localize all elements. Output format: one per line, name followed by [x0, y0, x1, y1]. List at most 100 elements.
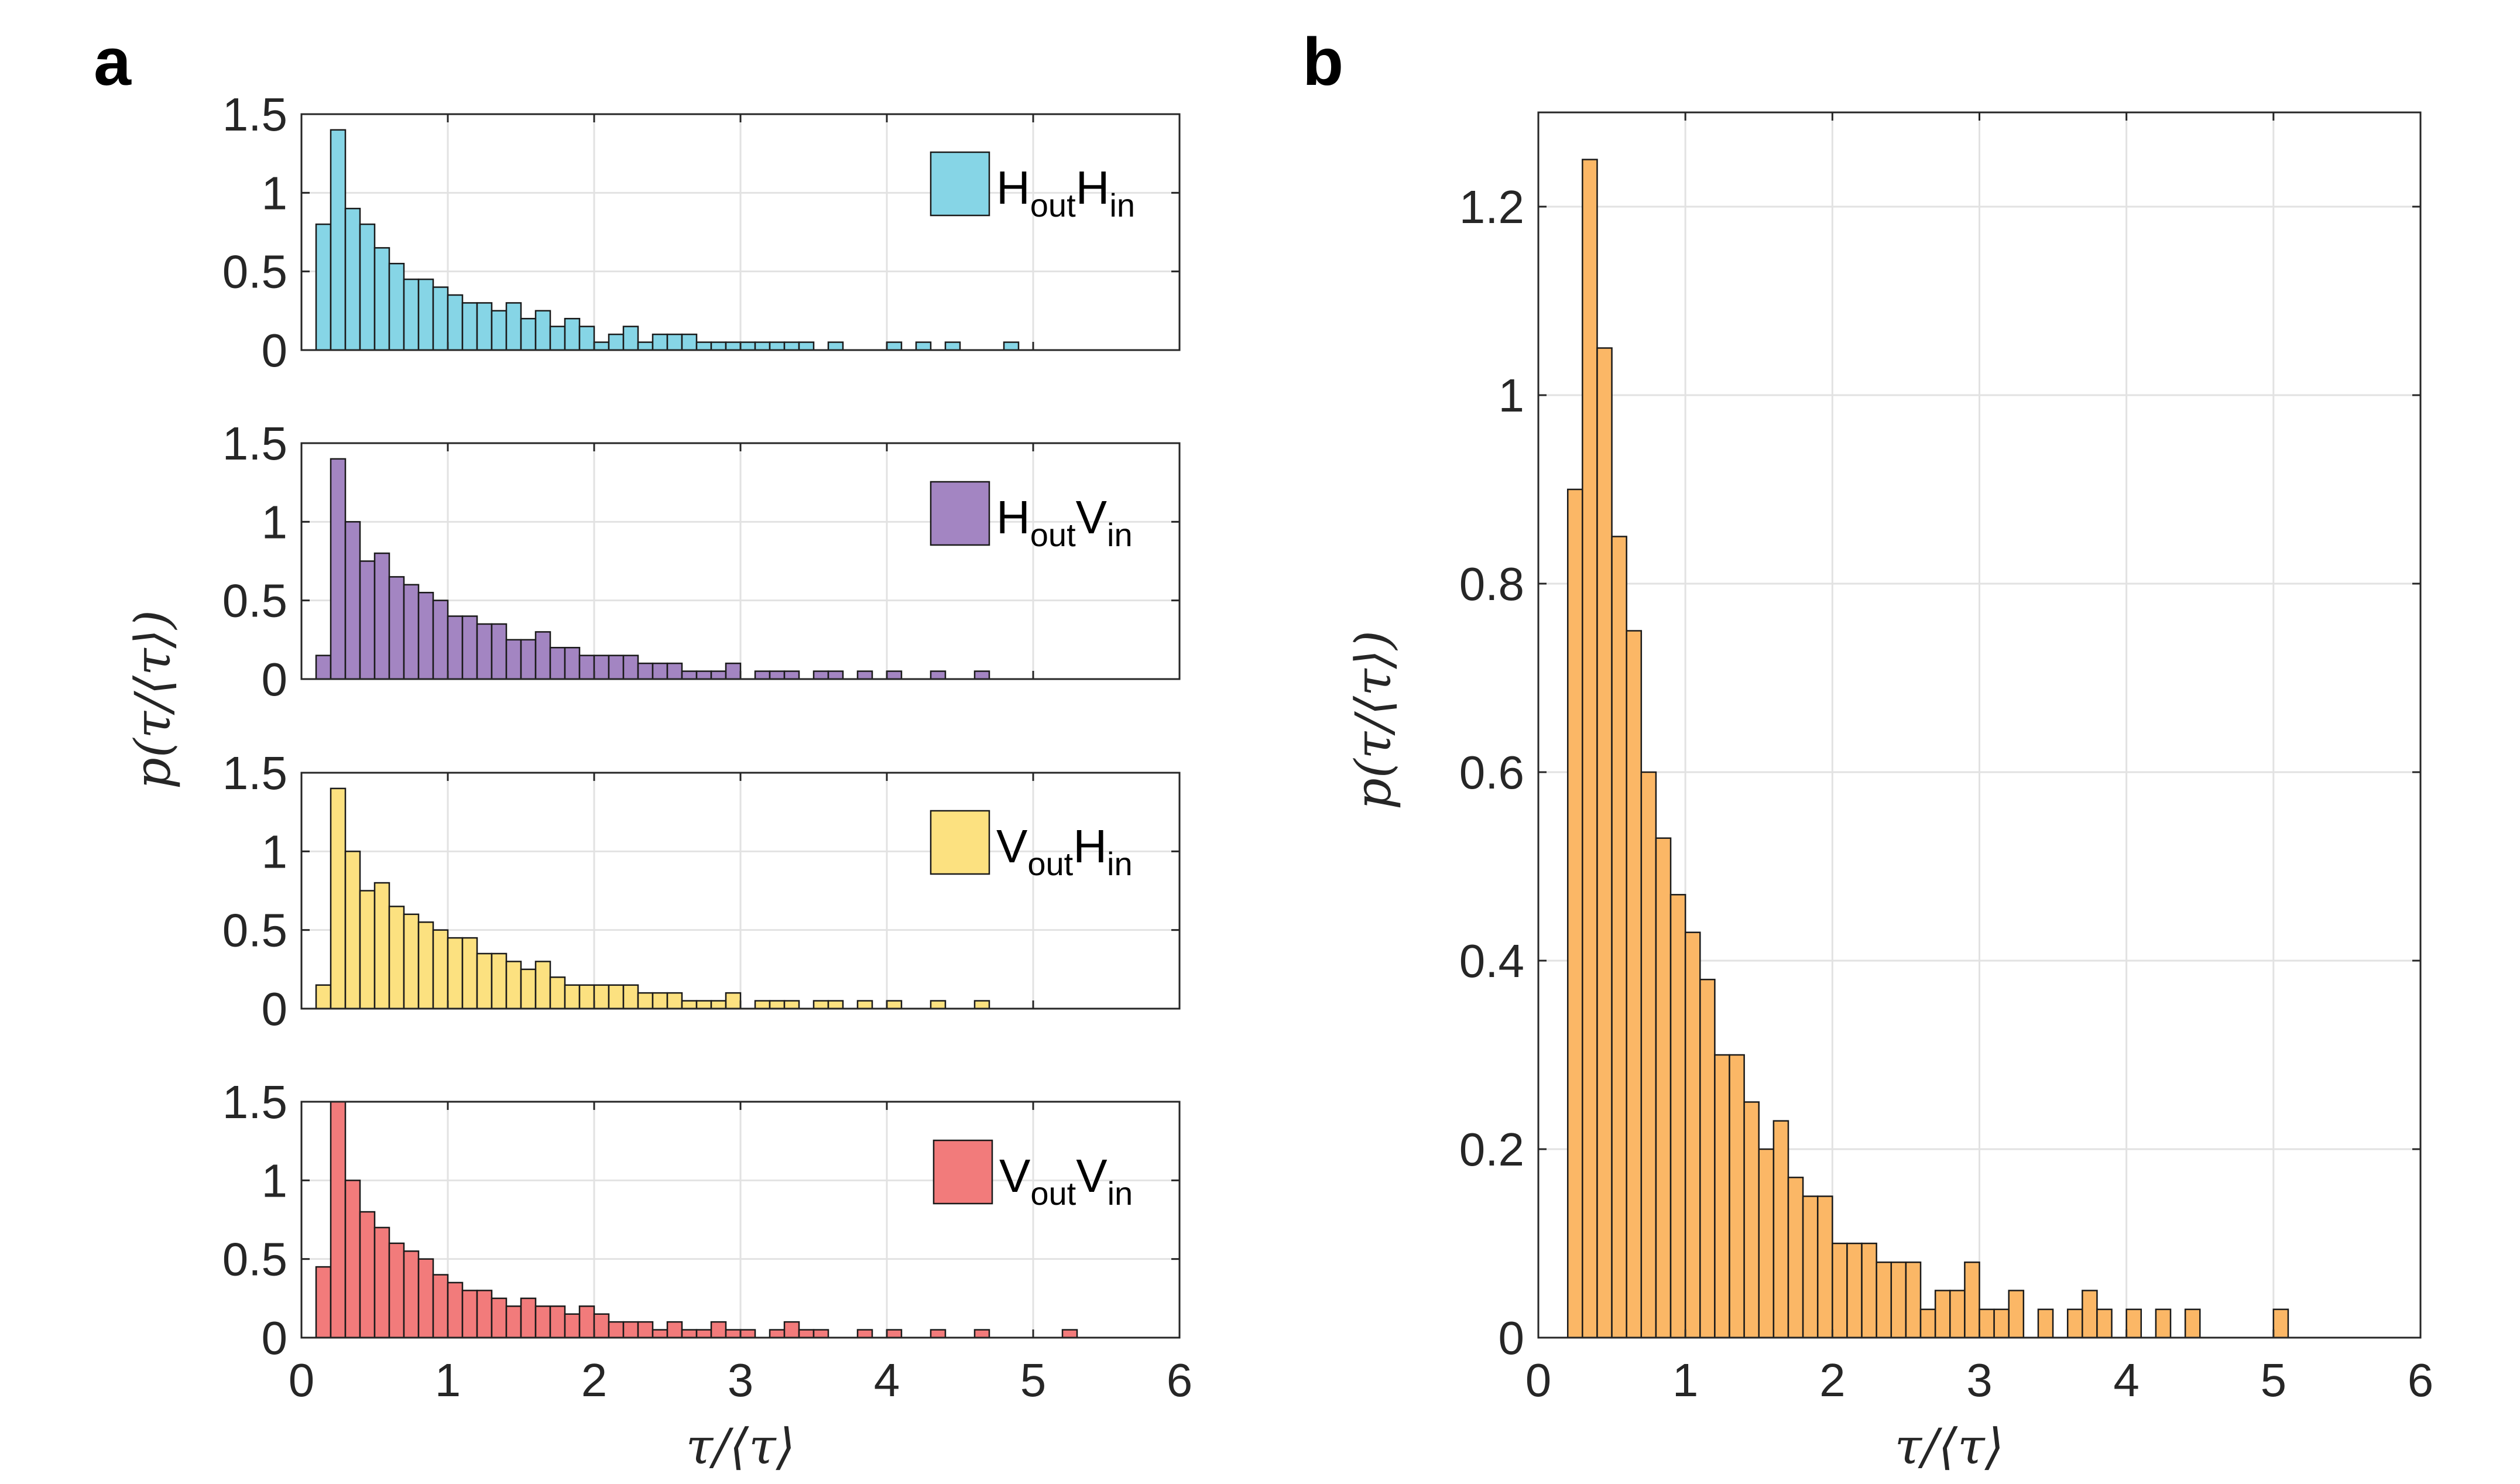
histogram-bar: [1876, 1261, 1892, 1339]
x-tick-label: 5: [2261, 1354, 2287, 1406]
histogram-bar: [886, 341, 903, 351]
histogram-bar: [388, 576, 405, 680]
histogram-bar: [2008, 1290, 2025, 1339]
histogram-bar: [520, 639, 537, 680]
histogram-bar: [476, 623, 493, 680]
legend: HoutVin: [930, 481, 1133, 553]
y-tick-label: 0.4: [1459, 935, 1524, 987]
histogram-bar: [725, 341, 742, 351]
histogram-bar: [1802, 1195, 1819, 1339]
histogram-bar: [359, 890, 376, 1010]
histogram-bar: [1832, 1242, 1848, 1339]
histogram-bar: [812, 1329, 829, 1339]
y-tick-label: 1.5: [222, 1076, 287, 1128]
histogram-bar: [491, 310, 508, 351]
histogram-bar: [344, 851, 361, 1010]
histogram-bar: [856, 1000, 873, 1010]
histogram-bar: [388, 1242, 405, 1339]
histogram-bar: [637, 341, 654, 351]
histogram-bar: [344, 1180, 361, 1339]
histogram-bar: [695, 1329, 712, 1339]
y-tick-label: 0.5: [222, 1233, 287, 1286]
histogram-bar: [564, 1313, 581, 1339]
histogram-bar: [1934, 1290, 1951, 1339]
histogram-bar: [973, 1000, 990, 1010]
histogram-bar: [725, 992, 742, 1010]
histogram-bar: [608, 984, 625, 1010]
histogram-bar: [593, 984, 610, 1010]
chart-b: 0 0.2 0.4 0.6 0.8 1 1.2 0 1 2 3 4 5 6: [1459, 111, 2433, 1406]
histogram-bar: [344, 207, 361, 351]
histogram-bar: [783, 341, 800, 351]
legend: HoutHin: [930, 151, 1135, 224]
histogram-bar: [2082, 1290, 2098, 1339]
histogram-bar: [1640, 771, 1657, 1339]
legend-label: VoutHin: [996, 820, 1133, 882]
histogram-bar: [783, 1321, 800, 1339]
histogram-bar: [476, 1290, 493, 1339]
y-tick-label: 0.2: [1459, 1123, 1524, 1175]
histogram-bar: [681, 1000, 698, 1010]
x-tick-label: 3: [728, 1354, 754, 1406]
histogram-bar: [534, 961, 551, 1010]
legend-swatch: [930, 810, 990, 875]
histogram-bar: [725, 1329, 742, 1339]
histogram-bar: [710, 1000, 727, 1010]
histogram-bar: [798, 1329, 815, 1339]
panel-label-b: b: [1302, 25, 1343, 100]
y-tick-label: 0.5: [222, 575, 287, 627]
histogram-bar: [1861, 1242, 1877, 1339]
histogram-bar: [403, 278, 420, 351]
x-tick-label: 3: [1966, 1354, 1993, 1406]
y-tick-label: 1: [262, 825, 288, 878]
histogram-bar: [622, 654, 639, 680]
y-tick-label: 1: [1499, 369, 1525, 421]
histogram-bar: [652, 333, 668, 351]
legend-swatch: [930, 151, 990, 217]
histogram-bar: [769, 1329, 786, 1339]
histogram-bar: [637, 662, 654, 680]
x-tick-label: 2: [1819, 1354, 1846, 1406]
histogram-bar: [681, 1329, 698, 1339]
x-tick-label: 1: [435, 1354, 461, 1406]
histogram-bar: [432, 599, 449, 680]
histogram-bar: [344, 521, 361, 680]
x-tick-label: 0: [1525, 1354, 1552, 1406]
histogram-bar: [973, 670, 990, 680]
histogram-bar: [359, 1211, 376, 1339]
y-tick-label: 0: [262, 324, 288, 376]
histogram-bar: [330, 1101, 347, 1339]
y-tick-label: 0.8: [1459, 558, 1524, 610]
y-tick-label: 1: [262, 167, 288, 219]
x-tick-label: 4: [2113, 1354, 2140, 1406]
histogram-bar: [622, 984, 639, 1010]
histogram-bar: [403, 584, 420, 680]
histogram-bar: [2155, 1308, 2172, 1339]
histogram-bar: [330, 458, 347, 680]
histogram-bar: [783, 1000, 800, 1010]
y-tick-label: 0: [1499, 1312, 1525, 1364]
histogram-bar: [681, 333, 698, 351]
histogram-bar: [2184, 1308, 2201, 1339]
histogram-bar: [373, 882, 390, 1010]
histogram-bar: [564, 984, 581, 1010]
histogram-bar: [520, 318, 537, 351]
histogram-bar: [417, 591, 434, 680]
histogram-bar: [695, 341, 712, 351]
histogram-bar: [666, 992, 683, 1010]
histogram-bar: [608, 654, 625, 680]
panel-b-xlabel: τ/⟨τ⟩: [1895, 1418, 2004, 1475]
histogram-bar: [2037, 1308, 2054, 1339]
histogram-bar: [856, 1329, 873, 1339]
histogram-bar: [461, 615, 478, 680]
histogram-bar: [373, 1226, 390, 1339]
histogram-bar: [432, 929, 449, 1010]
x-tick-label: 2: [581, 1354, 608, 1406]
x-tick-label: 1: [1672, 1354, 1699, 1406]
histogram-bar: [754, 670, 771, 680]
histogram-bar: [593, 654, 610, 680]
histogram-bar: [1890, 1261, 1907, 1339]
histogram-bar: [359, 560, 376, 680]
y-tick-label: 1.2: [1459, 181, 1524, 233]
